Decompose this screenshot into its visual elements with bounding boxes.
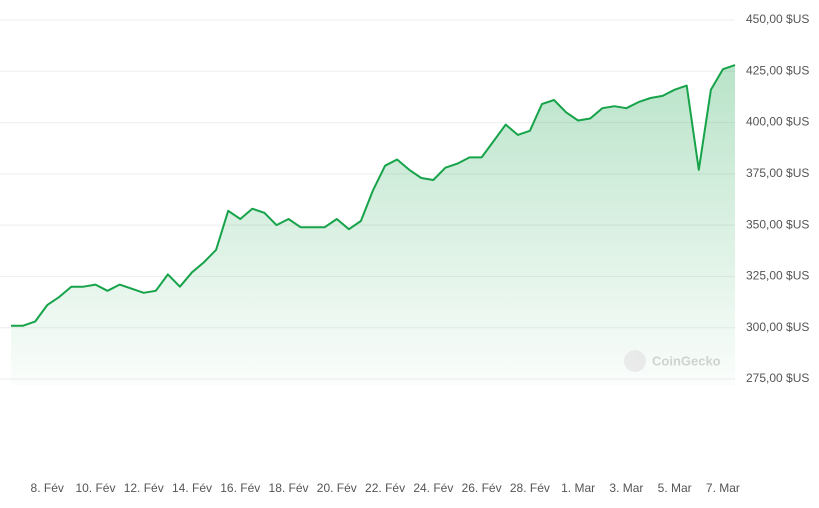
x-tick-label: 10. Fév (75, 481, 115, 495)
axes: 275,00 $US 300,00 $US 325,00 $US 350,00 $US… (31, 12, 810, 495)
y-tick-label: 325,00 $US (746, 269, 809, 283)
watermark-text: CoinGecko (652, 353, 721, 368)
x-tick-label: 8. Fév (31, 481, 64, 495)
x-tick-label: 16. Fév (220, 481, 260, 495)
plot (11, 64, 736, 385)
x-tick-label: 14. Fév (172, 481, 212, 495)
y-tick-label: 400,00 $US (746, 115, 809, 129)
y-tick-label: 275,00 $US (746, 371, 809, 385)
x-tick-label: 18. Fév (269, 481, 309, 495)
x-tick-label: 7. Mar (706, 481, 740, 495)
y-tick-label: 350,00 $US (746, 217, 809, 231)
x-tick-label: 1. Mar (561, 481, 595, 495)
x-tick-label: 26. Fév (462, 481, 502, 495)
x-tick-label: 28. Fév (510, 481, 550, 495)
y-tick-label: 375,00 $US (746, 166, 809, 180)
price-area (11, 65, 735, 385)
x-tick-label: 5. Mar (658, 481, 692, 495)
watermark: CoinGecko (624, 350, 721, 372)
watermark-logo (624, 350, 646, 372)
y-tick-label: 300,00 $US (746, 320, 809, 334)
x-tick-label: 24. Fév (413, 481, 453, 495)
x-tick-label: 22. Fév (365, 481, 405, 495)
x-tick-label: 3. Mar (609, 481, 643, 495)
y-tick-label: 450,00 $US (746, 12, 809, 26)
x-tick-label: 20. Fév (317, 481, 357, 495)
price-line (11, 64, 736, 327)
x-tick-label: 12. Fév (124, 481, 164, 495)
y-tick-label: 425,00 $US (746, 63, 809, 77)
